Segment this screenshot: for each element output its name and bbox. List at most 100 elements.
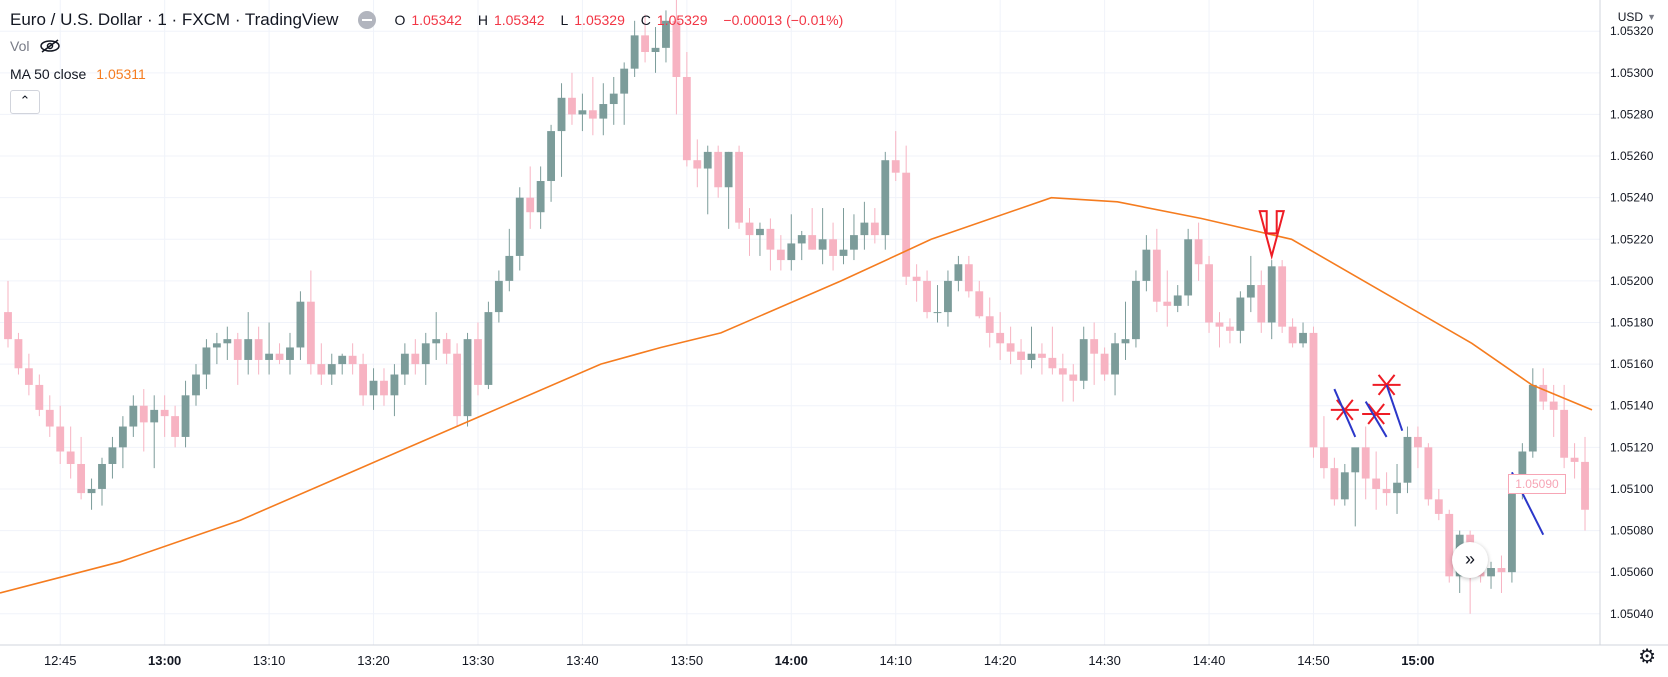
candle-body (693, 160, 702, 169)
candle-body (139, 405, 148, 423)
candle-body (1278, 266, 1287, 327)
candle (1403, 426, 1412, 494)
candle (4, 280, 12, 348)
candle-body (609, 93, 618, 105)
time-axis[interactable]: 12:45 13:00 13:10 13:20 13:30 13:40 13:50 14:00… (44, 653, 1435, 668)
candle-body (98, 463, 106, 489)
candle-body (1487, 568, 1495, 577)
candle (693, 139, 702, 188)
candle (1006, 326, 1015, 365)
candle-body (568, 97, 576, 115)
candle-body (599, 104, 608, 119)
symbol-title[interactable]: Euro / U.S. Dollar · 1 · FXCM · TradingV… (10, 10, 339, 29)
candle (1257, 270, 1266, 333)
candle-body (735, 151, 743, 223)
price-tick-label: 1.05220 (1610, 232, 1654, 246)
candle-body (923, 280, 931, 313)
candle-body (1267, 266, 1276, 323)
cross-star-annotation (1362, 403, 1391, 425)
candle-body (1173, 295, 1182, 306)
candle-body (1142, 249, 1151, 281)
candle-body (682, 76, 691, 161)
candle (171, 405, 180, 448)
candle-body (317, 364, 326, 375)
candle-body (1246, 285, 1255, 298)
volume-label: Vol (10, 38, 30, 54)
candle (1528, 368, 1537, 458)
settings-button[interactable]: ⚙ (1638, 644, 1656, 669)
candle (306, 270, 315, 375)
candle (985, 297, 994, 348)
currency-selector[interactable]: USD ▼ (1618, 10, 1656, 24)
candle (902, 145, 911, 286)
volume-legend[interactable]: Vol (10, 38, 61, 54)
candle-body (515, 197, 524, 256)
candle-body (77, 463, 86, 494)
candle-body (902, 172, 911, 277)
candle (317, 343, 326, 385)
candle-body (160, 409, 169, 417)
candle-body (1508, 493, 1516, 573)
candle-body (1121, 339, 1130, 344)
candle (1445, 509, 1454, 583)
candle-body (1414, 436, 1422, 448)
candle-body (327, 364, 336, 375)
candle (1194, 222, 1203, 281)
candle (1017, 339, 1025, 375)
candle (286, 332, 294, 375)
candle-body (1330, 468, 1339, 500)
candle-body (118, 426, 127, 448)
candle-body (578, 110, 587, 115)
candle-body (818, 239, 827, 250)
price-axis[interactable]: 1.05320 1.05300 1.05280 1.05260 1.05240 1.052… (1610, 24, 1654, 621)
candle-body (306, 301, 315, 365)
time-tick-label: 13:20 (357, 653, 390, 668)
candle-body (223, 339, 232, 344)
candle-body (996, 332, 1005, 344)
collapse-legend-button[interactable]: ⌃ (10, 90, 40, 114)
candle (1340, 463, 1349, 506)
scroll-to-realtime-button[interactable]: » (1452, 542, 1488, 578)
candle-body (484, 312, 493, 385)
candle-body (1027, 353, 1036, 360)
candle-body (442, 339, 451, 354)
candle-body (985, 316, 994, 333)
ma-50-line (0, 196, 1593, 594)
candle (1414, 426, 1422, 469)
price-tick-label: 1.05120 (1610, 440, 1654, 454)
ma-legend[interactable]: MA 50 close 1.05311 (10, 66, 146, 82)
candle (66, 426, 75, 479)
candle-body (108, 447, 117, 464)
low-label: L (560, 12, 569, 28)
candle-body (557, 97, 566, 132)
time-tick-label: 13:50 (671, 653, 704, 668)
candle (139, 389, 148, 452)
candle-body (547, 131, 555, 182)
candle (599, 83, 608, 136)
candle (244, 312, 253, 375)
close-label: C (640, 12, 651, 28)
candle-body (641, 35, 649, 53)
drawing-annotations[interactable] (1258, 210, 1545, 536)
candle (494, 270, 503, 323)
candle (944, 270, 952, 327)
candle-body (1288, 326, 1297, 344)
candle-body (1038, 353, 1046, 358)
cross-star-stroke (1367, 403, 1385, 425)
time-tick-label: 12:45 (44, 653, 77, 668)
time-tick-label: 14:40 (1193, 653, 1226, 668)
hidden-eye-icon[interactable] (39, 39, 61, 53)
hide-series-icon[interactable] (358, 11, 377, 29)
candle (296, 291, 305, 360)
candle (1069, 364, 1078, 402)
candle-body (474, 339, 482, 385)
candle-body (212, 343, 221, 348)
close-value: 1.05329 (656, 12, 708, 28)
candle (933, 285, 942, 323)
candle (996, 312, 1005, 360)
candle-body (171, 416, 180, 437)
candle (515, 187, 524, 271)
candle-body (338, 355, 347, 365)
candle (1299, 322, 1307, 348)
